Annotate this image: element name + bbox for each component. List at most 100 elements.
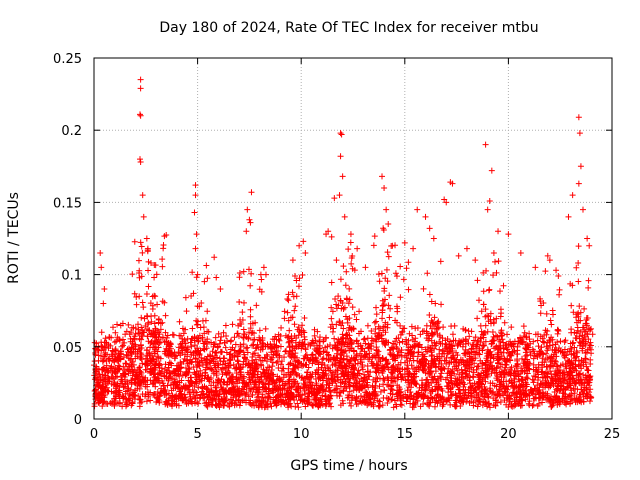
roti-point bbox=[575, 278, 582, 285]
roti-point bbox=[220, 329, 227, 336]
roti-point bbox=[449, 366, 456, 373]
roti-point bbox=[285, 361, 292, 368]
roti-point bbox=[295, 364, 302, 371]
roti-point-peak bbox=[140, 213, 147, 220]
roti-point bbox=[576, 361, 583, 368]
roti-point bbox=[222, 344, 229, 351]
roti-point bbox=[379, 315, 386, 322]
roti-point bbox=[262, 325, 269, 332]
roti-point bbox=[482, 306, 489, 313]
roti-point bbox=[269, 371, 276, 378]
roti-point bbox=[319, 392, 326, 399]
roti-point bbox=[375, 271, 382, 278]
roti-point bbox=[508, 324, 515, 331]
data-points bbox=[91, 76, 596, 411]
roti-point bbox=[206, 378, 213, 385]
roti-point bbox=[92, 386, 99, 393]
roti-point bbox=[136, 293, 143, 300]
roti-point bbox=[439, 347, 446, 354]
roti-point bbox=[386, 292, 393, 299]
roti-point-peak bbox=[472, 257, 479, 264]
roti-point-peak bbox=[244, 206, 251, 213]
roti-point bbox=[236, 333, 243, 340]
roti-point bbox=[328, 233, 335, 240]
roti-point bbox=[351, 311, 358, 318]
roti-point bbox=[585, 277, 592, 284]
roti-point bbox=[509, 348, 516, 355]
roti-point bbox=[413, 364, 420, 371]
roti-point bbox=[254, 363, 261, 370]
roti-point bbox=[371, 319, 378, 326]
roti-point-peak bbox=[194, 271, 201, 278]
roti-point bbox=[576, 303, 583, 310]
roti-point bbox=[588, 350, 595, 357]
roti-point bbox=[135, 257, 142, 264]
roti-point bbox=[398, 402, 405, 409]
roti-point bbox=[426, 312, 433, 319]
roti-point-peak bbox=[336, 192, 343, 199]
roti-point bbox=[408, 323, 415, 330]
roti-point bbox=[575, 310, 582, 317]
roti-point bbox=[204, 308, 211, 315]
roti-point bbox=[437, 258, 444, 265]
roti-point bbox=[124, 380, 131, 387]
roti-point bbox=[353, 316, 360, 323]
roti-point bbox=[410, 374, 417, 381]
roti-point bbox=[442, 340, 449, 347]
roti-point bbox=[200, 324, 207, 331]
roti-point-peak bbox=[584, 235, 591, 242]
roti-point bbox=[95, 352, 102, 359]
roti-point bbox=[376, 383, 383, 390]
roti-point-peak bbox=[143, 235, 150, 242]
x-tick-label: 0 bbox=[90, 427, 98, 442]
roti-point bbox=[214, 360, 221, 367]
roti-point bbox=[530, 355, 537, 362]
roti-point-peak bbox=[217, 286, 224, 293]
y-axis-label: ROTI / TECUs bbox=[6, 192, 22, 284]
roti-point bbox=[151, 337, 158, 344]
roti-point bbox=[155, 315, 162, 322]
roti-point bbox=[188, 359, 195, 366]
roti-point-peak bbox=[517, 249, 524, 256]
roti-point bbox=[373, 311, 380, 318]
roti-point-peak bbox=[576, 130, 583, 137]
roti-point bbox=[428, 374, 435, 381]
roti-point bbox=[247, 306, 254, 313]
roti-point bbox=[154, 301, 161, 308]
roti-point bbox=[397, 322, 404, 329]
roti-point bbox=[303, 351, 310, 358]
roti-point bbox=[112, 364, 119, 371]
roti-point bbox=[409, 332, 416, 339]
roti-point-peak bbox=[243, 228, 250, 235]
roti-point bbox=[555, 327, 562, 334]
x-tick-label: 5 bbox=[193, 427, 201, 442]
roti-point bbox=[260, 366, 267, 373]
roti-point bbox=[145, 283, 152, 290]
y-tick-label: 0.2 bbox=[61, 124, 82, 139]
roti-point bbox=[162, 348, 169, 355]
roti-point bbox=[549, 342, 556, 349]
roti-point bbox=[414, 324, 421, 331]
roti-point bbox=[349, 304, 356, 311]
roti-point bbox=[556, 291, 563, 298]
roti-point bbox=[474, 277, 481, 284]
roti-point bbox=[561, 386, 568, 393]
roti-point bbox=[199, 334, 206, 341]
roti-point bbox=[276, 337, 283, 344]
roti-point bbox=[477, 322, 484, 329]
roti-point bbox=[542, 268, 549, 275]
roti-point bbox=[373, 344, 380, 351]
roti-point bbox=[233, 375, 240, 382]
roti-point bbox=[291, 307, 298, 314]
roti-point-peak bbox=[100, 300, 107, 307]
roti-point bbox=[134, 321, 141, 328]
roti-point bbox=[324, 364, 331, 371]
roti-point-peak bbox=[490, 249, 497, 256]
roti-point bbox=[247, 388, 254, 395]
roti-point bbox=[195, 384, 202, 391]
roti-point bbox=[461, 350, 468, 357]
roti-point bbox=[264, 353, 271, 360]
roti-point bbox=[403, 265, 410, 272]
roti-point bbox=[348, 402, 355, 409]
roti-point bbox=[119, 336, 126, 343]
